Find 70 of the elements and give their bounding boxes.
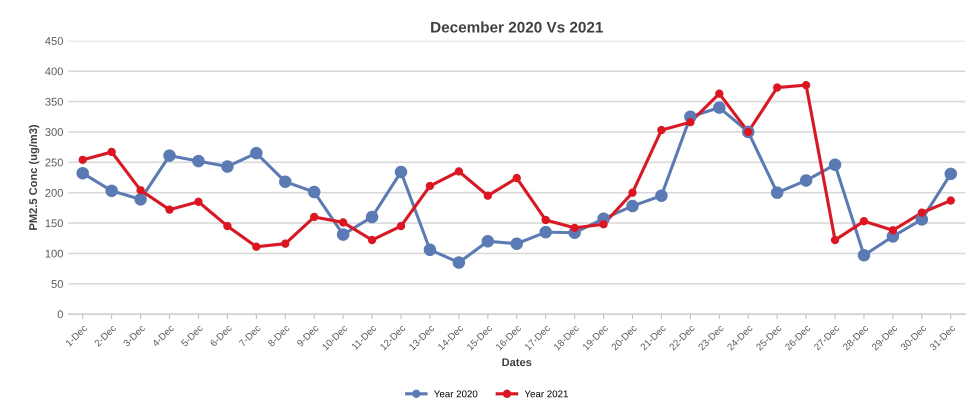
x-axis-title: Dates <box>502 358 532 366</box>
point <box>194 198 203 206</box>
point <box>107 148 116 156</box>
point <box>310 212 318 222</box>
y-tick-label: 300 <box>45 128 63 136</box>
point <box>830 236 840 244</box>
y-tick-label: 450 <box>45 37 63 45</box>
point <box>946 196 955 205</box>
point <box>482 235 494 248</box>
point <box>713 101 726 114</box>
y-tick-label: 400 <box>45 67 63 76</box>
y-tick-label: 100 <box>46 250 63 258</box>
point <box>281 240 290 248</box>
point <box>454 167 464 176</box>
point <box>828 158 842 171</box>
point <box>394 166 408 178</box>
point <box>484 192 492 200</box>
point <box>773 83 782 92</box>
legend-label: Year 2021 <box>524 390 568 398</box>
y-tick-label: 200 <box>45 188 63 197</box>
point <box>510 237 523 250</box>
point <box>570 224 579 232</box>
point <box>802 80 810 90</box>
point <box>136 186 145 194</box>
y-tick-label: 250 <box>45 158 63 166</box>
point <box>78 156 87 164</box>
point <box>715 89 724 98</box>
chart-title: December 2020 Vs 2021 <box>431 21 603 33</box>
point <box>279 175 292 188</box>
point <box>542 216 550 224</box>
point <box>426 182 434 190</box>
y-tick-label: 0 <box>58 310 63 318</box>
point <box>221 160 234 173</box>
point <box>396 222 406 230</box>
point <box>686 118 695 126</box>
point <box>308 186 320 198</box>
point <box>424 244 436 256</box>
point <box>134 193 147 206</box>
point <box>858 248 870 262</box>
point <box>628 188 637 197</box>
point <box>105 184 118 198</box>
point <box>76 166 89 180</box>
point <box>452 256 466 269</box>
point <box>163 149 176 162</box>
point <box>366 210 378 224</box>
y-tick-label: 350 <box>45 98 63 106</box>
point <box>888 226 898 234</box>
point <box>539 226 552 238</box>
point <box>655 189 668 202</box>
y-tick-label: 50 <box>51 280 63 288</box>
point <box>800 174 812 187</box>
point <box>599 220 608 228</box>
point <box>250 146 263 160</box>
point <box>657 126 666 134</box>
point <box>626 200 639 212</box>
legend-label: Year 2020 <box>434 390 478 398</box>
y-axis-title: PM2.5 Conc (ug/m3) <box>28 124 40 230</box>
point <box>338 218 348 227</box>
point <box>192 154 205 168</box>
point <box>860 217 868 226</box>
point <box>918 208 926 217</box>
point <box>512 174 521 182</box>
y-tick-label: 150 <box>46 219 63 228</box>
point <box>165 206 174 214</box>
point <box>252 242 260 251</box>
point <box>368 236 376 244</box>
point <box>336 228 350 241</box>
point <box>944 168 958 180</box>
point <box>223 222 232 230</box>
point <box>770 186 784 199</box>
